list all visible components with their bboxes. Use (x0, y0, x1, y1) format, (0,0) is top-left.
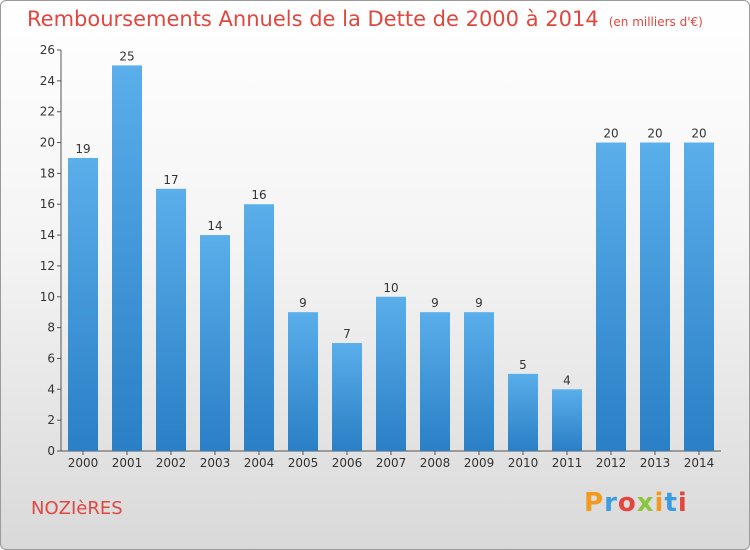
logo-letter: x (636, 488, 655, 518)
y-tick-label: 24 (40, 74, 55, 88)
bar-2008 (420, 312, 450, 451)
x-tick-label-2001: 2001 (112, 456, 143, 470)
data-label-2012: 20 (603, 127, 618, 141)
bar-2000 (68, 157, 98, 451)
data-label-2002: 17 (163, 173, 178, 187)
logo-letter: P (584, 488, 605, 518)
bar-2014 (684, 142, 714, 452)
bar-2012 (596, 142, 626, 452)
y-tick-label: 14 (40, 228, 55, 242)
data-label-2014: 20 (691, 127, 706, 141)
data-label-2013: 20 (647, 127, 662, 141)
data-label-2006: 7 (343, 327, 351, 341)
bar-2009 (464, 312, 494, 451)
logo-letter: i (677, 488, 688, 518)
logo-letter: r (604, 488, 618, 518)
data-label-2008: 9 (431, 296, 439, 310)
x-tick-label-2005: 2005 (288, 456, 319, 470)
x-tick-label-2003: 2003 (200, 456, 231, 470)
y-tick-label: 20 (40, 136, 55, 150)
bar-2005 (288, 312, 318, 451)
bar-2003 (200, 235, 230, 451)
title-text: Remboursements Annuels de la Dette de 20… (27, 7, 599, 31)
proxiti-logo: Proxiti (584, 488, 688, 518)
data-label-2011: 4 (563, 373, 571, 387)
data-label-2004: 16 (251, 188, 266, 202)
y-tick-label: 4 (47, 382, 55, 396)
bar-2007 (376, 296, 406, 451)
x-tick-label-2009: 2009 (464, 456, 495, 470)
x-tick-label-2004: 2004 (244, 456, 275, 470)
unit-label: (en milliers d'€) (608, 15, 703, 29)
town-name: NOZIèRES (31, 498, 123, 519)
data-label-2007: 10 (383, 281, 398, 295)
data-label-2009: 9 (475, 296, 483, 310)
data-label-2010: 5 (519, 358, 527, 372)
x-tick-label-2011: 2011 (552, 456, 583, 470)
y-tick-label: 6 (47, 351, 55, 365)
bar-2002 (156, 188, 186, 452)
x-tick-label-2013: 2013 (640, 456, 671, 470)
bar-2001 (112, 65, 142, 451)
logo-letter: t (664, 488, 678, 518)
x-tick-label-2002: 2002 (156, 456, 187, 470)
logo-letter: i (654, 488, 665, 518)
y-tick-label: 26 (40, 43, 55, 57)
bar-2010 (508, 373, 538, 451)
y-tick-label: 22 (40, 105, 55, 119)
y-tick-label: 8 (47, 321, 55, 335)
bar-2011 (552, 389, 582, 451)
x-tick-label-2008: 2008 (420, 456, 451, 470)
x-tick-label-2010: 2010 (508, 456, 539, 470)
y-tick-label: 16 (40, 197, 55, 211)
chart-title: Remboursements Annuels de la Dette de 20… (27, 7, 703, 31)
y-tick-label: 0 (47, 444, 55, 458)
data-label-2005: 9 (299, 296, 307, 310)
logo-letter: o (617, 488, 637, 518)
data-label-2003: 14 (207, 219, 222, 233)
x-tick-label-2006: 2006 (332, 456, 363, 470)
y-tick-label: 18 (40, 166, 55, 180)
bar-2004 (244, 204, 274, 451)
y-tick-label: 12 (40, 259, 55, 273)
data-label-2000: 19 (75, 142, 90, 156)
bar-2006 (332, 343, 362, 451)
x-tick-label-2007: 2007 (376, 456, 407, 470)
x-tick-label-2014: 2014 (684, 456, 715, 470)
x-tick-label-2012: 2012 (596, 456, 627, 470)
y-tick-label: 10 (40, 290, 55, 304)
bar-2013 (640, 142, 670, 452)
data-label-2001: 25 (119, 49, 134, 63)
y-tick-label: 2 (47, 413, 55, 427)
x-tick-label-2000: 2000 (68, 456, 99, 470)
